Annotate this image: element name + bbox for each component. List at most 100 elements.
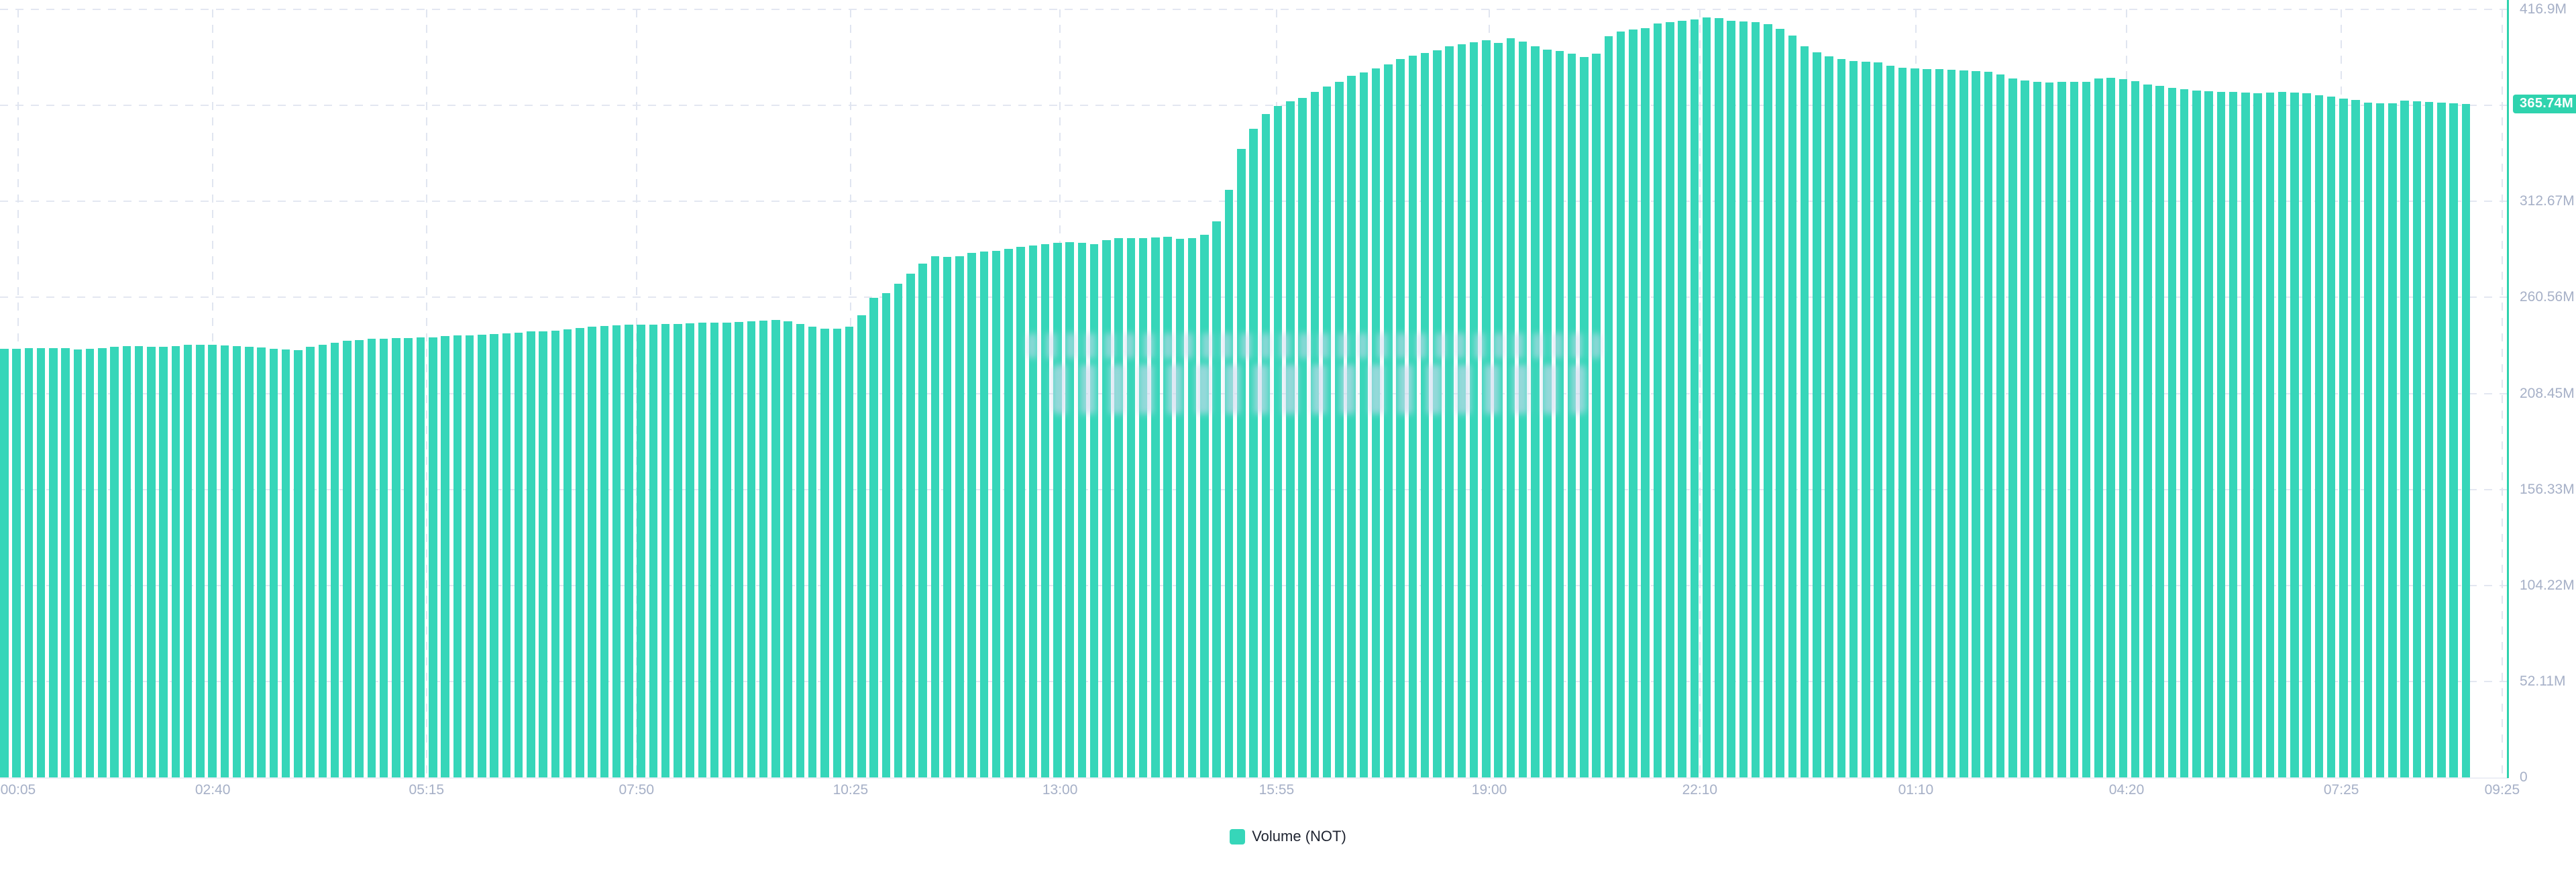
- volume-bar[interactable]: [1911, 68, 1919, 777]
- volume-bar[interactable]: [490, 334, 498, 777]
- volume-bar[interactable]: [2437, 103, 2446, 777]
- volume-bar[interactable]: [1016, 247, 1025, 777]
- volume-bar[interactable]: [600, 325, 609, 777]
- volume-bar[interactable]: [122, 346, 131, 777]
- volume-bar[interactable]: [1040, 244, 1050, 777]
- volume-bar[interactable]: [379, 338, 388, 777]
- volume-bar[interactable]: [392, 338, 400, 777]
- volume-bar[interactable]: [1898, 68, 1907, 777]
- volume-bar[interactable]: [441, 336, 449, 777]
- volume-bar[interactable]: [576, 327, 584, 777]
- volume-bar[interactable]: [2424, 102, 2434, 777]
- volume-bar[interactable]: [1200, 235, 1209, 777]
- volume-bar[interactable]: [159, 347, 168, 777]
- volume-bar[interactable]: [61, 348, 70, 777]
- volume-bar[interactable]: [1923, 68, 1931, 777]
- volume-bar[interactable]: [1224, 189, 1234, 777]
- volume-bar[interactable]: [625, 325, 633, 777]
- volume-bar[interactable]: [2033, 81, 2042, 777]
- volume-bar[interactable]: [735, 322, 743, 777]
- volume-bar[interactable]: [1420, 52, 1430, 777]
- volume-bar[interactable]: [796, 323, 805, 777]
- volume-bar[interactable]: [2449, 103, 2458, 777]
- volume-bar[interactable]: [1984, 72, 1993, 777]
- volume-bar[interactable]: [759, 320, 768, 777]
- volume-bar[interactable]: [2277, 92, 2287, 777]
- volume-bar[interactable]: [1788, 36, 1797, 777]
- volume-bar[interactable]: [245, 347, 254, 777]
- volume-bar[interactable]: [2106, 78, 2115, 777]
- volume-bar[interactable]: [930, 256, 940, 777]
- volume-bar[interactable]: [1077, 242, 1087, 777]
- volume-bar[interactable]: [967, 253, 976, 777]
- volume-bar[interactable]: [73, 349, 83, 777]
- volume-bar[interactable]: [2326, 97, 2336, 777]
- volume-bar[interactable]: [0, 349, 9, 777]
- volume-bar[interactable]: [1629, 30, 1638, 777]
- volume-bar[interactable]: [1102, 239, 1111, 777]
- volume-bar[interactable]: [698, 323, 707, 777]
- volume-bar[interactable]: [1053, 243, 1062, 777]
- volume-bar[interactable]: [1715, 18, 1723, 777]
- volume-bar[interactable]: [257, 347, 266, 777]
- volume-bar[interactable]: [2290, 93, 2299, 777]
- volume-bar[interactable]: [2118, 78, 2128, 777]
- volume-bar[interactable]: [306, 347, 315, 777]
- volume-bar[interactable]: [1837, 59, 1846, 777]
- volume-bar[interactable]: [527, 331, 535, 777]
- volume-bar[interactable]: [1947, 70, 1956, 777]
- volume-bar[interactable]: [784, 321, 792, 777]
- volume-bar[interactable]: [1776, 29, 1784, 777]
- volume-bar[interactable]: [2339, 98, 2348, 777]
- volume-bar[interactable]: [2192, 90, 2201, 777]
- volume-bar[interactable]: [881, 293, 891, 777]
- volume-bar[interactable]: [134, 346, 144, 777]
- volume-bar[interactable]: [2302, 93, 2311, 777]
- volume-bar[interactable]: [747, 321, 756, 777]
- volume-bar[interactable]: [1175, 239, 1185, 777]
- volume-bar[interactable]: [2241, 93, 2250, 777]
- volume-bar[interactable]: [539, 331, 547, 777]
- volume-bar[interactable]: [955, 256, 964, 777]
- volume-bar[interactable]: [2400, 101, 2409, 777]
- volume-bar[interactable]: [269, 348, 278, 777]
- volume-bar[interactable]: [2045, 83, 2054, 777]
- volume-bar[interactable]: [281, 349, 290, 777]
- volume-bar[interactable]: [1261, 114, 1270, 777]
- volume-bar[interactable]: [2388, 103, 2397, 777]
- volume-bar[interactable]: [991, 250, 1001, 777]
- volume-bar[interactable]: [1298, 97, 1307, 777]
- volume-bar[interactable]: [1690, 19, 1699, 777]
- volume-bar[interactable]: [637, 325, 645, 777]
- volume-bar[interactable]: [1237, 149, 1246, 777]
- volume-bar[interactable]: [1678, 21, 1686, 777]
- volume-bar[interactable]: [2180, 89, 2189, 777]
- volume-bar[interactable]: [1616, 31, 1625, 777]
- volume-bar[interactable]: [514, 332, 523, 777]
- volume-bar[interactable]: [171, 345, 180, 777]
- volume-bar[interactable]: [478, 334, 486, 777]
- volume-bar[interactable]: [318, 345, 327, 777]
- volume-bar[interactable]: [2461, 103, 2471, 777]
- volume-bar[interactable]: [771, 319, 780, 777]
- volume-bar[interactable]: [1800, 46, 1809, 777]
- volume-bar[interactable]: [232, 346, 241, 777]
- volume-bar[interactable]: [1212, 221, 1221, 777]
- volume-bar[interactable]: [416, 337, 425, 777]
- volume-bar[interactable]: [1347, 75, 1356, 777]
- volume-bar[interactable]: [465, 335, 474, 777]
- volume-bar[interactable]: [1065, 242, 1074, 777]
- volume-bar[interactable]: [674, 323, 682, 777]
- plot-area[interactable]: [0, 0, 2509, 872]
- volume-bar[interactable]: [1555, 51, 1564, 777]
- volume-bar[interactable]: [2253, 93, 2262, 777]
- volume-bar[interactable]: [1764, 24, 1772, 777]
- volume-bar[interactable]: [943, 256, 952, 777]
- volume-bar[interactable]: [906, 273, 915, 777]
- volume-bar[interactable]: [1751, 21, 1760, 777]
- volume-bar[interactable]: [330, 342, 339, 777]
- volume-bar[interactable]: [1151, 237, 1160, 777]
- volume-bar[interactable]: [722, 322, 731, 777]
- volume-bar[interactable]: [2057, 82, 2066, 777]
- volume-bar[interactable]: [1825, 56, 1833, 777]
